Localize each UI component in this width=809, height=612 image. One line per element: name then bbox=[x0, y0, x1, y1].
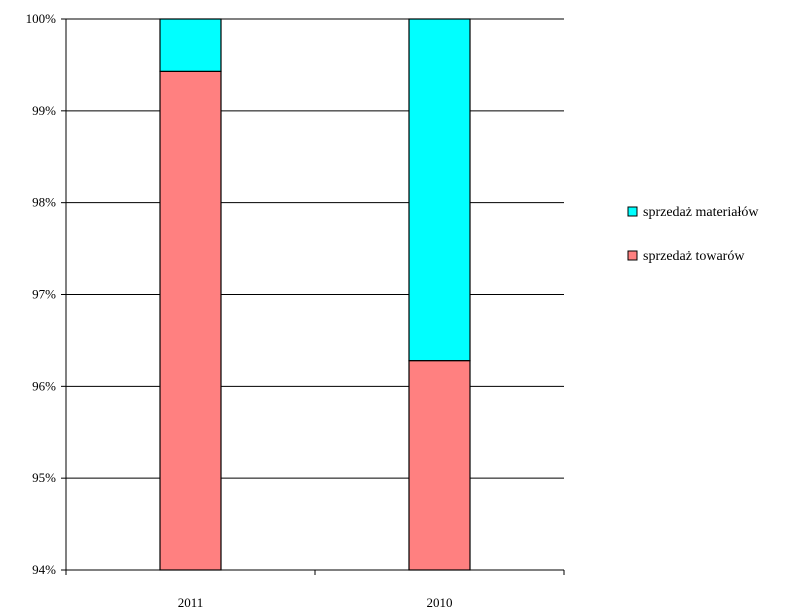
y-tick-label: 95% bbox=[32, 470, 56, 485]
x-tick-label: 2010 bbox=[427, 595, 453, 610]
bar-segment-2010-0 bbox=[408, 360, 471, 571]
y-tick-label: 97% bbox=[32, 287, 56, 302]
bars bbox=[159, 18, 471, 571]
x-tick-label: 2011 bbox=[178, 595, 204, 610]
y-tick-label: 96% bbox=[32, 378, 56, 393]
legend-swatch bbox=[627, 250, 638, 261]
y-tick-label: 99% bbox=[32, 103, 56, 118]
x-tick-labels: 2011 2010 bbox=[178, 595, 453, 610]
gridlines bbox=[66, 18, 564, 571]
y-tick-label: 98% bbox=[32, 195, 56, 210]
bar-segment-2011-1 bbox=[159, 18, 222, 72]
legend-label: sprzedaż materiałów bbox=[643, 205, 759, 220]
y-tick-label: 94% bbox=[32, 562, 56, 577]
bar-segment-2010-1 bbox=[408, 18, 471, 362]
y-tick-label: 100% bbox=[26, 11, 57, 26]
legend: sprzedaż materiałów sprzedaż towarów bbox=[627, 205, 759, 264]
bar-segment-2011-0 bbox=[159, 70, 222, 571]
legend-swatch bbox=[627, 206, 638, 217]
legend-label: sprzedaż towarów bbox=[643, 249, 745, 264]
axes bbox=[61, 18, 565, 575]
y-tick-labels: 94% 95% 96% 97% 98% 99% 100% bbox=[26, 11, 57, 577]
